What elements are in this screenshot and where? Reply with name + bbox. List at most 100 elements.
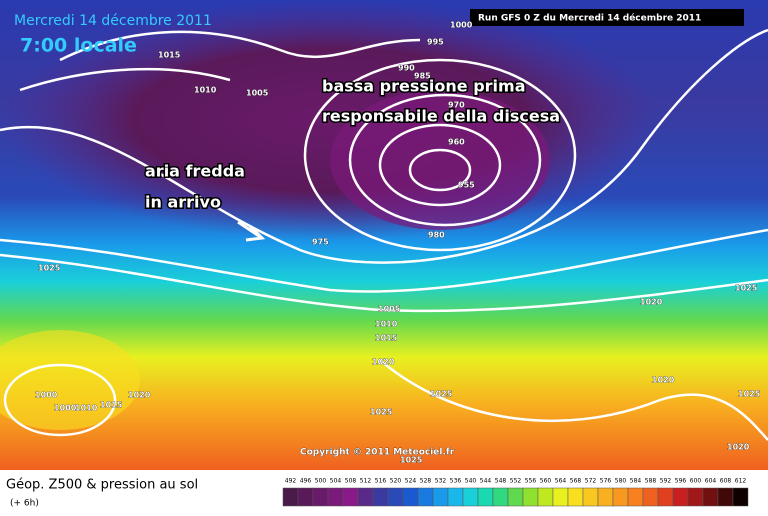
isobar-label: 985 bbox=[414, 72, 431, 81]
legend-label: 516 bbox=[375, 478, 387, 485]
legend-label: 492 bbox=[285, 478, 297, 485]
legend-swatch bbox=[402, 487, 419, 507]
footer-title: Géop. Z500 & pression au sol bbox=[6, 478, 198, 493]
legend-label: 528 bbox=[420, 478, 432, 485]
legend-swatch bbox=[657, 487, 674, 507]
isobar-label: 1020 bbox=[640, 298, 663, 307]
annotation: bassa pressione prima bbox=[322, 77, 526, 96]
legend-swatch bbox=[432, 487, 449, 507]
isobar-label: 1025 bbox=[430, 390, 453, 399]
legend-swatch bbox=[387, 487, 404, 507]
legend-label: 500 bbox=[315, 478, 327, 485]
run-box bbox=[470, 9, 744, 26]
isobar-label: 1025 bbox=[38, 264, 61, 273]
isobar-label: 1020 bbox=[372, 358, 395, 367]
isobar-label: 1010 bbox=[75, 404, 98, 413]
legend-swatch bbox=[567, 487, 584, 507]
isobar-label: 995 bbox=[427, 38, 444, 47]
legend-swatch bbox=[627, 487, 644, 507]
legend-swatch bbox=[297, 487, 314, 507]
legend-label: 552 bbox=[510, 478, 522, 485]
isobar-label: 1025 bbox=[370, 408, 393, 417]
isobar-label: 960 bbox=[448, 138, 465, 147]
legend-swatch bbox=[672, 487, 689, 507]
legend-label: 568 bbox=[570, 478, 582, 485]
isobar-label: 955 bbox=[458, 181, 475, 190]
isobar-label: 1015 bbox=[100, 401, 123, 410]
legend-label: 608 bbox=[720, 478, 732, 485]
legend-swatch bbox=[327, 487, 344, 507]
isobar-label: 1025 bbox=[738, 390, 761, 399]
legend-label: 508 bbox=[345, 478, 357, 485]
legend-swatch bbox=[612, 487, 629, 507]
legend-label: 540 bbox=[465, 478, 477, 485]
date: Mercredi 14 décembre 2011 bbox=[14, 13, 212, 29]
isobar-label: 1005 bbox=[246, 89, 269, 98]
legend-swatch bbox=[477, 487, 494, 507]
isobars bbox=[0, 28, 768, 441]
legend-label: 536 bbox=[450, 478, 462, 485]
legend-label: 556 bbox=[525, 478, 537, 485]
legend-label: 580 bbox=[615, 478, 627, 485]
isobar-label: 1015 bbox=[158, 51, 181, 60]
time: 7:00 locale bbox=[20, 35, 137, 57]
isobar-label: 1005 bbox=[378, 305, 401, 314]
legend-swatch bbox=[372, 487, 389, 507]
legend-swatch bbox=[462, 487, 479, 507]
copyright: Copyright © 2011 Meteociel.fr bbox=[300, 448, 455, 458]
legend-label: 584 bbox=[630, 478, 642, 485]
run-info: Run GFS 0 Z du Mercredi 14 décembre 2011 bbox=[478, 13, 701, 24]
legend-label: 512 bbox=[360, 478, 372, 485]
legend-swatch bbox=[522, 487, 539, 507]
legend-swatch bbox=[282, 487, 299, 507]
legend-label: 548 bbox=[495, 478, 507, 485]
legend-swatch bbox=[687, 487, 704, 507]
isobar-label: 1010 bbox=[194, 86, 217, 95]
legend-swatch bbox=[717, 487, 734, 507]
legend-swatch bbox=[732, 487, 749, 507]
isobar-label: 1000 bbox=[450, 21, 473, 30]
isobar-label: 990 bbox=[398, 64, 415, 73]
legend-label: 564 bbox=[555, 478, 567, 485]
legend-swatch bbox=[312, 487, 329, 507]
footer-step: (+ 6h) bbox=[10, 499, 39, 509]
legend-swatch bbox=[447, 487, 464, 507]
isobar-label: 1020 bbox=[727, 443, 750, 452]
legend-swatch bbox=[597, 487, 614, 507]
legend-label: 596 bbox=[675, 478, 687, 485]
legend-swatch bbox=[537, 487, 554, 507]
legend-label: 524 bbox=[405, 478, 417, 485]
legend-label: 532 bbox=[435, 478, 447, 485]
isobar-label: 975 bbox=[312, 238, 329, 247]
legend-label: 600 bbox=[690, 478, 702, 485]
legend-label: 576 bbox=[600, 478, 612, 485]
isobar-label: 1025 bbox=[735, 284, 758, 293]
legend-swatch bbox=[507, 487, 524, 507]
legend-label: 496 bbox=[300, 478, 312, 485]
low-core bbox=[330, 90, 550, 230]
legend-swatch bbox=[492, 487, 509, 507]
legend-swatch bbox=[417, 487, 434, 507]
legend-swatch bbox=[552, 487, 569, 507]
isobar-label: 1020 bbox=[652, 376, 675, 385]
legend-swatch bbox=[582, 487, 599, 507]
legend-label: 604 bbox=[705, 478, 717, 485]
isobar-label: 970 bbox=[448, 101, 465, 110]
legend-label: 612 bbox=[735, 478, 747, 485]
high-area bbox=[0, 330, 140, 430]
legend-label: 544 bbox=[480, 478, 492, 485]
legend-label: 592 bbox=[660, 478, 672, 485]
legend-label: 504 bbox=[330, 478, 342, 485]
legend-label: 572 bbox=[585, 478, 597, 485]
legend-label: 560 bbox=[540, 478, 552, 485]
legend-swatch bbox=[357, 487, 374, 507]
isobar-label: 1025 bbox=[400, 456, 423, 465]
annotation: aria fredda bbox=[145, 162, 245, 181]
isobar-label: 1000 bbox=[54, 404, 77, 413]
isobar-label: 1010 bbox=[375, 320, 398, 329]
legend-label: 520 bbox=[390, 478, 402, 485]
isobar-label: 1020 bbox=[128, 391, 151, 400]
isobar-label: 1015 bbox=[375, 334, 398, 343]
legend-swatch bbox=[642, 487, 659, 507]
